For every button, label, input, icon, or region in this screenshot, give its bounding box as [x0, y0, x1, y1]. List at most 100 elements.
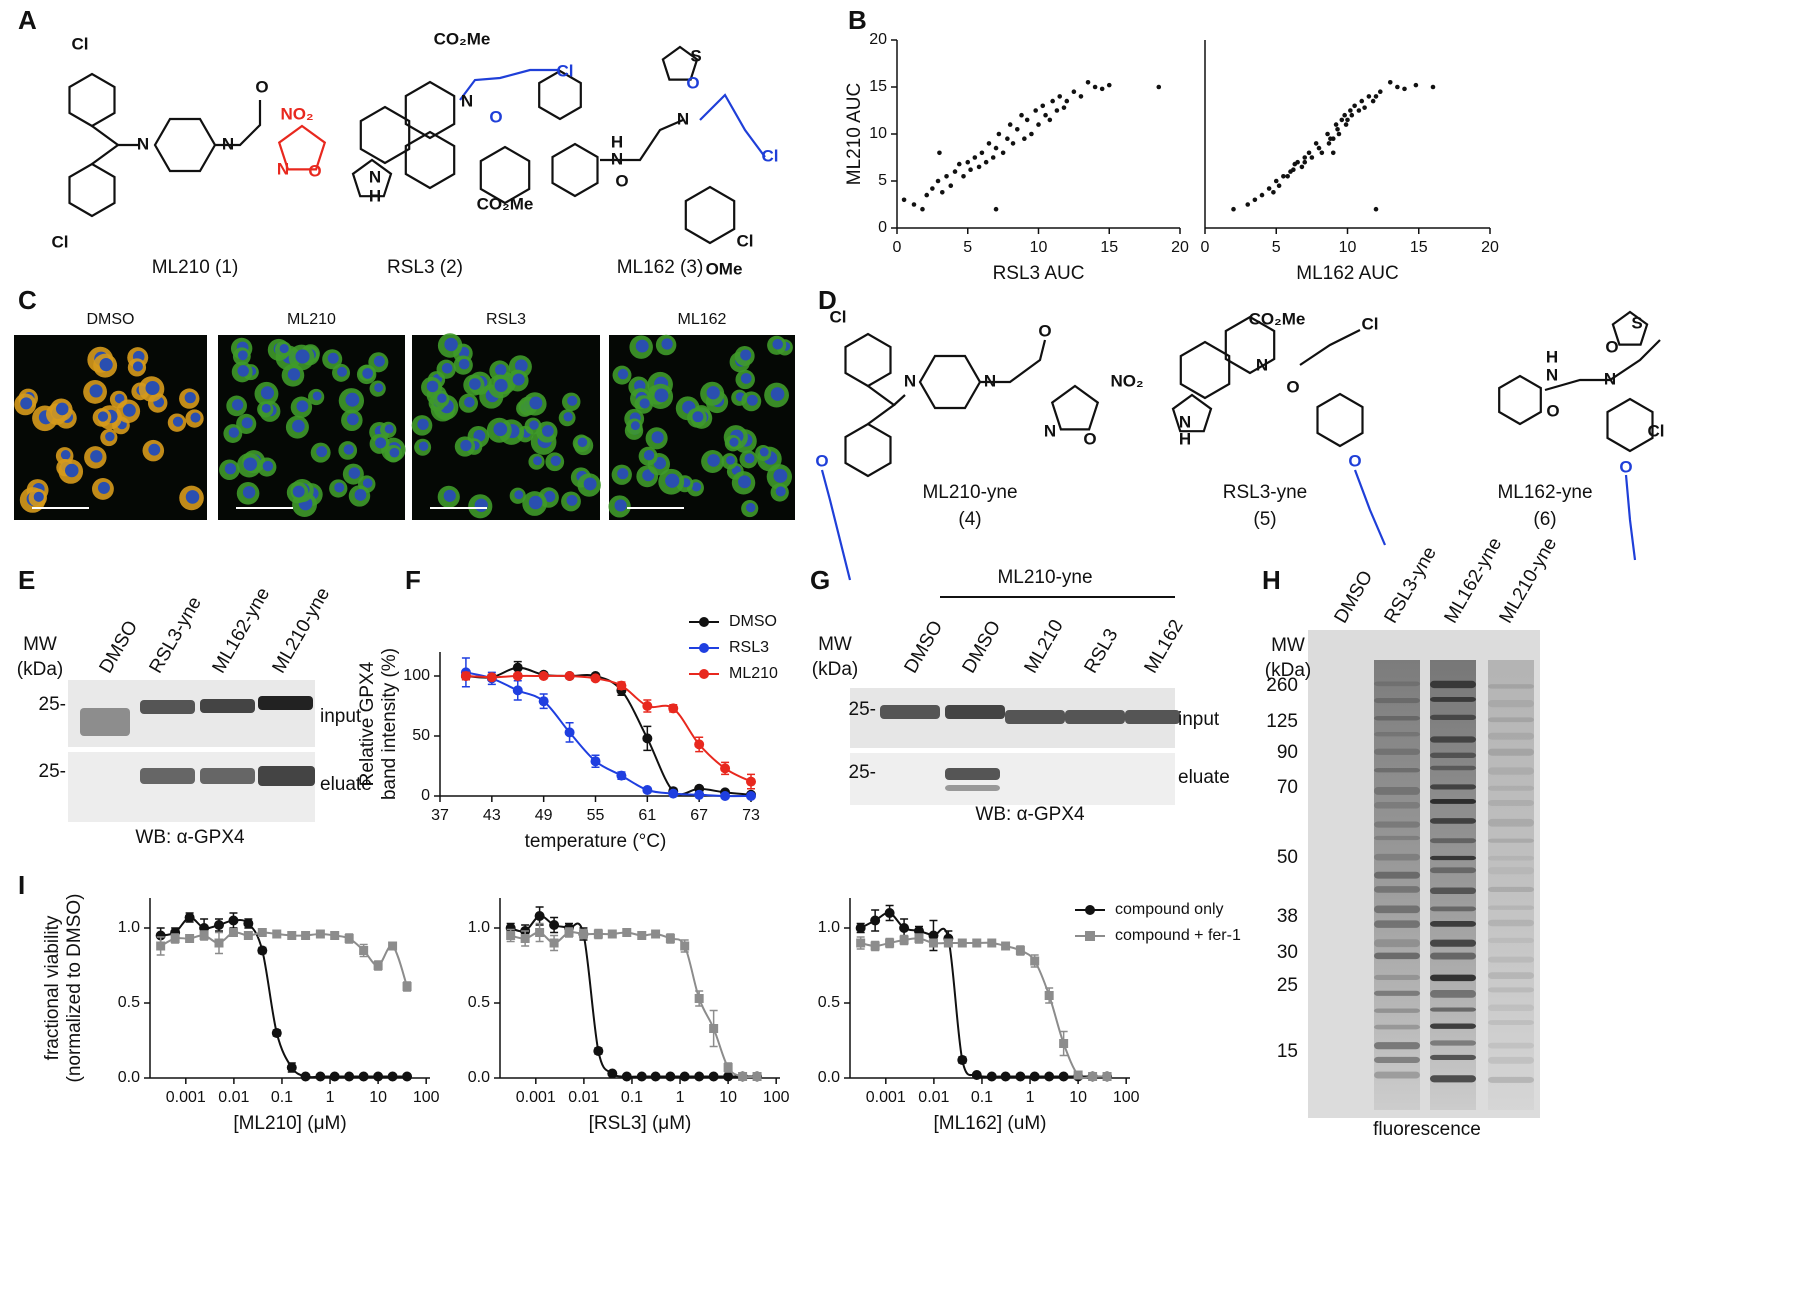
- band: [1430, 974, 1476, 982]
- ring: [404, 80, 456, 140]
- point: [1029, 131, 1034, 137]
- x-tick-label: 0.001: [866, 1089, 906, 1106]
- nucleus: [384, 424, 394, 434]
- legend-marker: [699, 617, 709, 627]
- point: [1330, 150, 1336, 156]
- point: [1085, 80, 1091, 85]
- ring: [684, 185, 736, 245]
- atom-label: Cl: [737, 231, 754, 250]
- nucleus: [185, 490, 200, 504]
- nucleus: [228, 427, 240, 438]
- legend-marker: [699, 643, 709, 653]
- point: [948, 183, 954, 188]
- y-tick-label: 0: [421, 787, 430, 804]
- band: [1374, 871, 1420, 879]
- point: [373, 1071, 384, 1082]
- ring: [1224, 315, 1276, 375]
- nucleus: [55, 402, 69, 416]
- point: [538, 671, 549, 681]
- point: [271, 1028, 282, 1038]
- bond: [600, 118, 684, 162]
- atom-label: Cl: [830, 307, 847, 326]
- point: [1339, 117, 1345, 123]
- band: [1488, 905, 1534, 910]
- mw-marker: 25-: [39, 761, 66, 782]
- atom-label: N: [984, 371, 996, 390]
- nucleus: [237, 350, 248, 361]
- point: [993, 145, 999, 151]
- band: [1374, 905, 1420, 914]
- atom-label: O: [1546, 401, 1559, 420]
- nucleus: [691, 482, 702, 492]
- band: [200, 699, 255, 713]
- x-tick-label: 0: [893, 239, 902, 256]
- lane-label: ML162-yne: [208, 584, 274, 677]
- point: [987, 938, 997, 948]
- point: [996, 131, 1002, 137]
- x-tick-label: 0.001: [166, 1089, 206, 1106]
- fit-curve: [860, 937, 1108, 1079]
- point: [287, 931, 297, 940]
- blot-label: eluate: [1178, 767, 1230, 788]
- x-tick-label: 37: [431, 807, 449, 824]
- point: [1395, 84, 1400, 90]
- point: [512, 685, 523, 696]
- band: [1065, 710, 1125, 724]
- nucleus: [729, 437, 739, 447]
- band: [1374, 939, 1420, 948]
- point: [723, 1071, 734, 1082]
- nucleus: [292, 485, 305, 498]
- y-tick-label: 5: [878, 172, 887, 189]
- point: [358, 1071, 369, 1082]
- nucleus: [770, 387, 785, 401]
- point: [971, 1070, 982, 1080]
- x-tick-label: 43: [483, 807, 501, 824]
- nucleus: [60, 450, 71, 460]
- nucleus: [746, 394, 758, 406]
- atom-label: Cl: [52, 232, 69, 251]
- point: [642, 785, 653, 795]
- point: [986, 1071, 997, 1082]
- point: [272, 929, 282, 939]
- point: [214, 938, 224, 948]
- nucleus: [295, 349, 310, 364]
- point: [961, 174, 966, 179]
- panel-letter: H: [1262, 565, 1281, 595]
- nucleus: [334, 482, 345, 493]
- point: [1015, 1071, 1026, 1082]
- point: [286, 1062, 297, 1073]
- atom-label: O: [489, 107, 502, 126]
- point: [694, 789, 705, 800]
- point: [257, 928, 267, 937]
- nucleus: [643, 450, 655, 461]
- atom-label: CO₂Me: [1249, 309, 1306, 328]
- x-tick-label: 5: [1272, 239, 1281, 256]
- point: [993, 206, 999, 212]
- nucleus: [692, 411, 704, 423]
- bands: [80, 660, 1534, 1110]
- point: [884, 908, 895, 918]
- mw-marker: 50: [1277, 847, 1298, 868]
- atom-label: N: [1044, 421, 1056, 440]
- y-tick-label: 0.5: [118, 994, 140, 1011]
- nucleus: [426, 380, 439, 393]
- point: [920, 206, 925, 212]
- atom-label: N: [611, 149, 623, 168]
- x-tick-label: 10: [1339, 239, 1357, 256]
- point: [228, 915, 239, 926]
- compound-name: ML210-yne: [922, 482, 1017, 503]
- nucleus: [345, 392, 360, 407]
- nucleus: [542, 425, 554, 437]
- nucleus: [224, 463, 237, 475]
- nucleus: [145, 380, 160, 396]
- point: [1092, 84, 1098, 90]
- point: [928, 938, 938, 948]
- y-tick-label: 1.0: [468, 919, 490, 936]
- point: [1285, 174, 1290, 179]
- point: [1007, 122, 1013, 127]
- band: [1374, 768, 1420, 773]
- point: [642, 733, 653, 744]
- band: [1374, 716, 1420, 721]
- point: [1024, 117, 1030, 123]
- ring: [277, 124, 327, 171]
